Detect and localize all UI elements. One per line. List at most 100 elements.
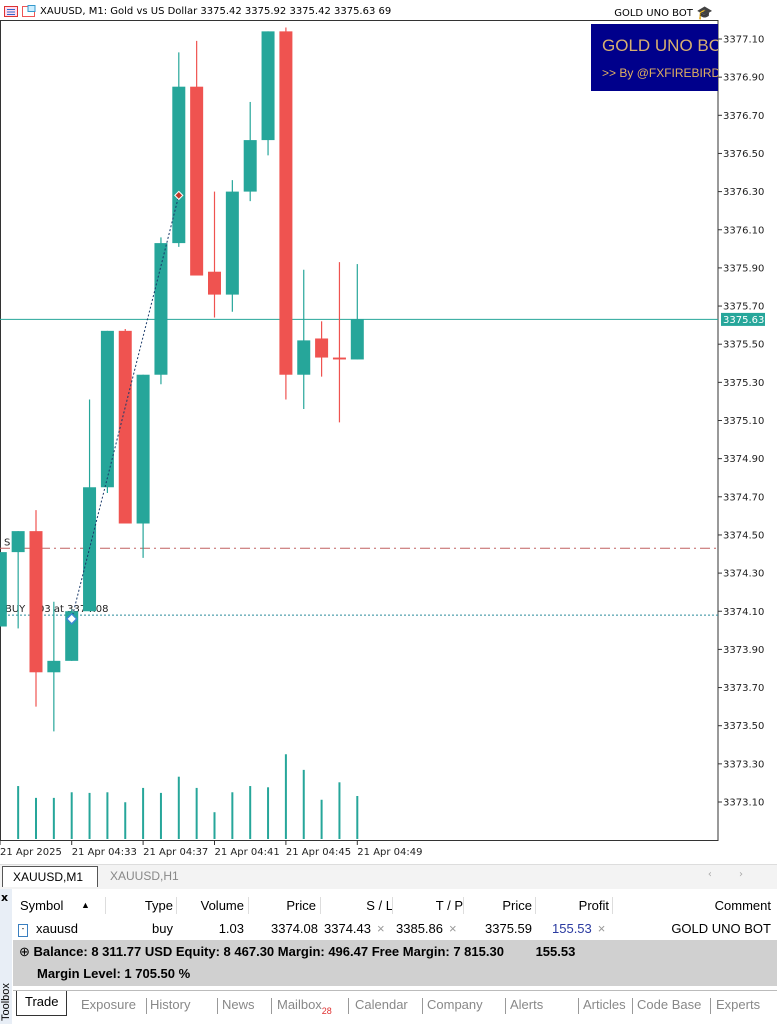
candle (261, 31, 275, 156)
close-position-icon[interactable]: × (597, 921, 606, 936)
candle-body (315, 338, 329, 358)
tab-scroll-arrows[interactable]: ‹ › (707, 869, 755, 880)
tab-divider (505, 998, 506, 1014)
tab-company[interactable]: Company (427, 994, 483, 1016)
candle-body (11, 531, 25, 553)
margin-level: Margin Level: 1 705.50 % (37, 966, 191, 981)
graduation-cap-icon: 🎓 (696, 6, 713, 21)
chart-list-icon[interactable] (4, 5, 18, 17)
candle (154, 237, 168, 385)
entry-label: BUY 1.03 at 3374.08 (5, 604, 109, 615)
x-tick-label: 21 Apr 04:45 (286, 847, 351, 858)
candle-body (350, 319, 364, 360)
remove-sl-icon[interactable]: × (377, 921, 385, 936)
candle (190, 40, 204, 276)
candle-body (154, 243, 168, 375)
total-profit: 155.53 (535, 944, 576, 959)
candle (279, 27, 293, 400)
tab-divider (632, 998, 633, 1014)
price-chart[interactable]: 3377.10 3376.90 3376.70 3376.50 3376.30 3376.… (0, 0, 777, 862)
candle (332, 262, 346, 423)
y-tick-label: 3373.70 (723, 683, 764, 694)
candle-body (243, 140, 257, 192)
tab-mailbox[interactable]: Mailbox28 (277, 994, 332, 1016)
tab-label: History (150, 997, 191, 1012)
row-symbol: xauusd (36, 921, 78, 936)
tab-label: Company (427, 997, 483, 1012)
banner-subtitle: >> By @FXFIREBIRD (602, 66, 718, 80)
row-sl-value: 3374.43 (324, 921, 371, 936)
remove-tp-icon[interactable]: × (449, 921, 457, 936)
row-sl[interactable]: 3374.43 × (324, 917, 385, 940)
chart-tab-xauusd-h1[interactable]: XAUUSD,H1 (110, 869, 179, 883)
expert-label: GOLD UNO BOT 🎓 (614, 6, 713, 21)
symbol-info-icon[interactable] (22, 5, 36, 17)
row-tp[interactable]: 3385.86 × (396, 917, 457, 940)
banner-title: GOLD UNO BOT (602, 36, 718, 55)
row-tp-value: 3385.86 (396, 921, 443, 936)
col-volume[interactable]: Volume (200, 898, 244, 913)
toolbox-strip: x Toolbox (0, 889, 12, 1024)
candle-body (29, 531, 43, 673)
candle (243, 101, 257, 202)
candle-body (297, 340, 311, 375)
toolbox-title: Toolbox (0, 983, 12, 1021)
tab-calendar[interactable]: Calendar (355, 994, 408, 1016)
chart-window[interactable]: 3377.10 3376.90 3376.70 3376.50 3376.30 3376.… (0, 0, 777, 862)
col-profit[interactable]: Profit (578, 898, 609, 913)
row-volume: 1.03 (218, 921, 244, 936)
bot-banner: GOLD UNO BOT >> By @FXFIREBIRD (591, 24, 718, 91)
y-tick-label: 3375.30 (723, 378, 764, 389)
col-open-price[interactable]: Price (286, 898, 316, 913)
tab-history[interactable]: History (150, 994, 190, 1016)
close-icon[interactable]: x (1, 891, 9, 904)
tab-experts[interactable]: Experts (716, 994, 760, 1016)
tab-trade[interactable]: Trade (16, 991, 68, 1016)
expand-icon[interactable]: ⊕ (19, 944, 30, 959)
col-sl[interactable]: S / L (366, 898, 393, 913)
sort-asc-icon: ▲ (81, 900, 90, 910)
tab-label: Alerts (510, 997, 544, 1012)
tab-code-base[interactable]: Code Base (637, 994, 701, 1016)
candle (297, 269, 311, 410)
row-profit: 155.53 × (552, 917, 605, 940)
x-tick-label: 21 Apr 04:49 (357, 847, 422, 858)
tab-exposure[interactable]: Exposure (81, 994, 136, 1016)
tab-label: Experts (716, 997, 761, 1012)
chart-header: XAUUSD, M1: Gold vs US Dollar 3375.42 33… (4, 5, 391, 17)
tab-articles[interactable]: Articles (583, 994, 626, 1016)
tab-divider (271, 998, 272, 1014)
y-tick-label: 3373.30 (723, 759, 764, 770)
candle (11, 531, 25, 629)
row-open-price: 3374.08 (271, 921, 318, 936)
candle (225, 180, 239, 312)
tab-divider (422, 998, 423, 1014)
chart-tab-xauusd-m1[interactable]: XAUUSD,M1 (2, 866, 98, 887)
candle-body (65, 611, 79, 661)
col-comment[interactable]: Comment (714, 898, 771, 913)
col-type[interactable]: Type (144, 898, 173, 913)
y-tick-label: 3375.10 (723, 416, 764, 427)
candle-body (100, 330, 114, 488)
y-tick-label: 3376.10 (723, 225, 764, 236)
tab-alerts[interactable]: Alerts (510, 994, 543, 1016)
row-profit-value: 155.53 (552, 921, 592, 936)
table-row[interactable]: - xauusd buy 1.03 3374.08 3374.43 × 3385.… (13, 917, 777, 940)
x-tick-label: 21 Apr 04:37 (143, 847, 208, 858)
col-tp[interactable]: T / P (435, 898, 463, 913)
y-tick-label: 3376.30 (723, 187, 764, 198)
y-tick-label: 3376.90 (723, 73, 764, 84)
tab-news[interactable]: News (222, 994, 255, 1016)
balance-summary: Balance: 8 311.77 USD Equity: 8 467.30 M… (33, 944, 504, 959)
row-price: 3375.59 (485, 921, 532, 936)
candle-body (47, 660, 61, 673)
y-tick-label: 3374.10 (723, 607, 764, 618)
col-symbol[interactable]: Symbol (20, 898, 64, 913)
col-price[interactable]: Price (502, 898, 532, 913)
tab-divider (710, 998, 711, 1014)
y-tick-label: 3373.10 (723, 798, 764, 809)
y-tick-label: 3376.50 (723, 149, 764, 160)
candle-body (190, 86, 204, 276)
candle (47, 601, 61, 732)
tab-label: News (222, 997, 255, 1012)
